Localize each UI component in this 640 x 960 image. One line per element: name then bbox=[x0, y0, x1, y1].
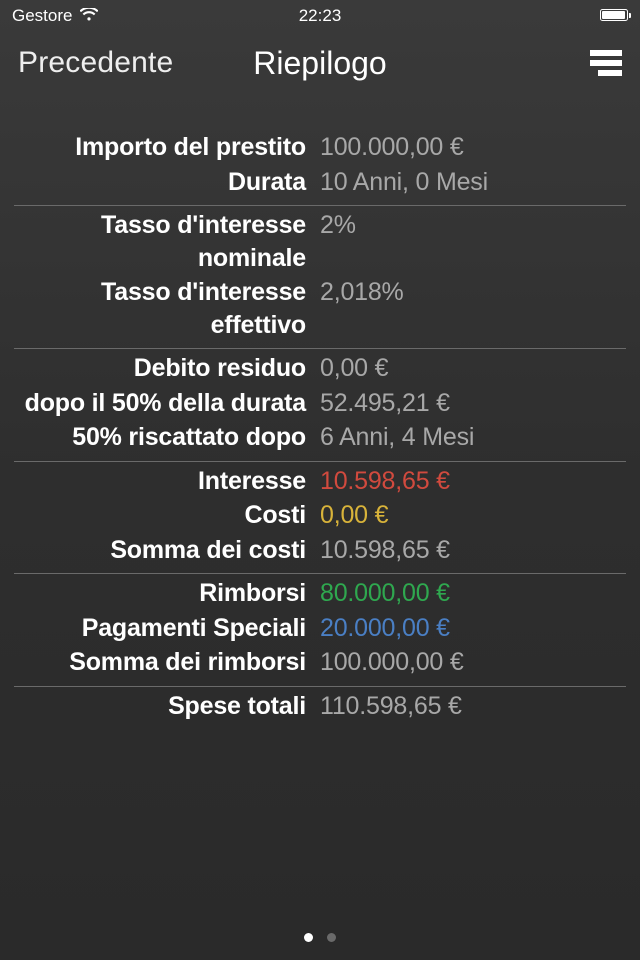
status-bar: Gestore 22:23 bbox=[0, 0, 640, 28]
summary-row: Debito residuo0,00 € bbox=[14, 351, 626, 386]
page-indicator[interactable] bbox=[304, 933, 336, 942]
summary-section: Debito residuo0,00 €dopo il 50% della du… bbox=[14, 349, 626, 462]
summary-row: Spese totali110.598,65 € bbox=[14, 689, 626, 724]
battery-icon bbox=[600, 9, 628, 21]
summary-row: Pagamenti Speciali20.000,00 € bbox=[14, 611, 626, 646]
summary-content: Importo del prestito100.000,00 €Durata10… bbox=[0, 98, 640, 729]
row-value: 10.598,65 € bbox=[320, 534, 626, 567]
summary-row: Tasso d'interesse nominale2% bbox=[14, 208, 626, 275]
row-value: 2,018% bbox=[320, 276, 626, 309]
summary-row: Tasso d'interesse effettivo2,018% bbox=[14, 275, 626, 342]
row-value: 110.598,65 € bbox=[320, 690, 626, 723]
row-value: 100.000,00 € bbox=[320, 646, 626, 679]
row-label: Somma dei rimborsi bbox=[14, 646, 320, 679]
row-value: 0,00 € bbox=[320, 352, 626, 385]
row-label: Debito residuo bbox=[14, 352, 320, 385]
summary-row: Interesse10.598,65 € bbox=[14, 464, 626, 499]
row-value: 52.495,21 € bbox=[320, 387, 626, 420]
summary-row: Importo del prestito100.000,00 € bbox=[14, 130, 626, 165]
row-label: Tasso d'interesse nominale bbox=[14, 209, 320, 274]
page-dot[interactable] bbox=[327, 933, 336, 942]
summary-row: Somma dei rimborsi100.000,00 € bbox=[14, 645, 626, 680]
status-time: 22:23 bbox=[299, 6, 342, 26]
row-value: 10.598,65 € bbox=[320, 465, 626, 498]
page-dot[interactable] bbox=[304, 933, 313, 942]
row-value: 80.000,00 € bbox=[320, 577, 626, 610]
summary-section: Spese totali110.598,65 € bbox=[14, 687, 626, 730]
summary-row: Rimborsi80.000,00 € bbox=[14, 576, 626, 611]
summary-section: Tasso d'interesse nominale2%Tasso d'inte… bbox=[14, 206, 626, 349]
nav-bar: Precedente Riepilogo bbox=[0, 28, 640, 98]
status-right bbox=[600, 6, 628, 26]
row-value: 6 Anni, 4 Mesi bbox=[320, 421, 626, 454]
row-label: Rimborsi bbox=[14, 577, 320, 610]
row-value: 2% bbox=[320, 209, 626, 242]
summary-row: Costi0,00 € bbox=[14, 498, 626, 533]
row-value: 10 Anni, 0 Mesi bbox=[320, 166, 626, 199]
row-value: 0,00 € bbox=[320, 499, 626, 532]
row-label: Somma dei costi bbox=[14, 534, 320, 567]
menu-icon[interactable] bbox=[590, 50, 622, 76]
summary-section: Interesse10.598,65 €Costi0,00 €Somma dei… bbox=[14, 462, 626, 575]
row-value: 100.000,00 € bbox=[320, 131, 626, 164]
row-label: Costi bbox=[14, 499, 320, 532]
summary-row: 50% riscattato dopo6 Anni, 4 Mesi bbox=[14, 420, 626, 455]
row-label: Pagamenti Speciali bbox=[14, 612, 320, 645]
summary-row: Durata10 Anni, 0 Mesi bbox=[14, 165, 626, 200]
row-label: dopo il 50% della durata bbox=[14, 387, 320, 420]
row-label: 50% riscattato dopo bbox=[14, 421, 320, 454]
summary-section: Importo del prestito100.000,00 €Durata10… bbox=[14, 128, 626, 206]
page-title: Riepilogo bbox=[253, 45, 386, 82]
row-label: Tasso d'interesse effettivo bbox=[14, 276, 320, 341]
row-label: Importo del prestito bbox=[14, 131, 320, 164]
wifi-icon bbox=[80, 6, 98, 26]
row-label: Durata bbox=[14, 166, 320, 199]
carrier-label: Gestore bbox=[12, 6, 72, 26]
row-value: 20.000,00 € bbox=[320, 612, 626, 645]
summary-row: Somma dei costi10.598,65 € bbox=[14, 533, 626, 568]
status-left: Gestore bbox=[12, 6, 98, 26]
back-button[interactable]: Precedente bbox=[18, 46, 173, 80]
summary-section: Rimborsi80.000,00 €Pagamenti Speciali20.… bbox=[14, 574, 626, 687]
row-label: Spese totali bbox=[14, 690, 320, 723]
summary-row: dopo il 50% della durata52.495,21 € bbox=[14, 386, 626, 421]
row-label: Interesse bbox=[14, 465, 320, 498]
